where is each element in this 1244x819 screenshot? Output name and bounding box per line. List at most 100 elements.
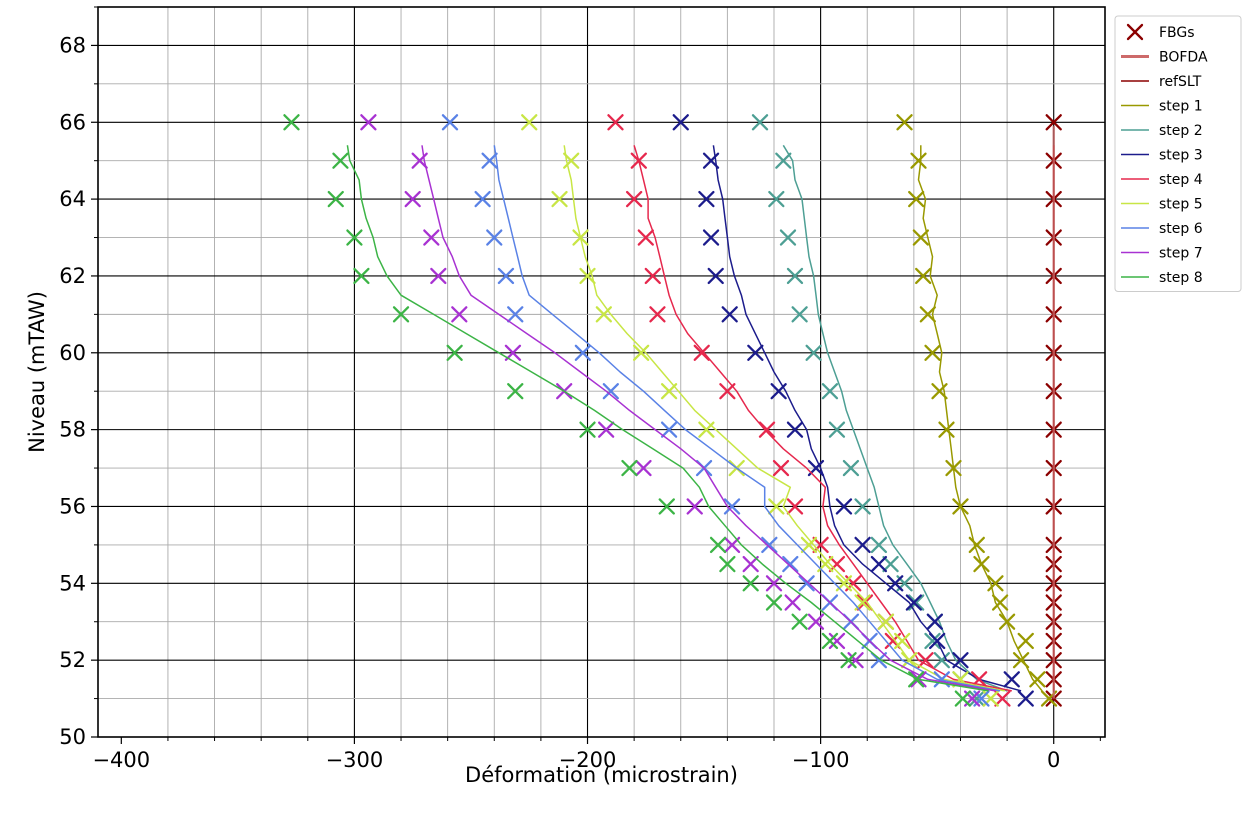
series-marker bbox=[742, 575, 759, 592]
series-marker bbox=[786, 421, 804, 438]
x-tick-label: −100 bbox=[792, 748, 850, 772]
series-marker bbox=[446, 344, 463, 361]
legend-label: step 2 bbox=[1159, 123, 1203, 139]
series-marker bbox=[952, 652, 969, 669]
legend: FBGs BOFDA refSLT step 1 step 2 step 3 step 4 s… bbox=[1114, 15, 1242, 292]
series-marker bbox=[719, 383, 736, 400]
series-marker bbox=[486, 229, 503, 246]
legend-item: refSLT bbox=[1121, 74, 1202, 90]
series-marker bbox=[721, 306, 738, 323]
series-marker bbox=[649, 306, 666, 323]
series-marker bbox=[660, 383, 678, 400]
series-marker bbox=[805, 344, 822, 361]
series-marker bbox=[563, 152, 580, 169]
series-marker bbox=[360, 114, 377, 131]
series-marker bbox=[761, 536, 778, 554]
series-marker bbox=[894, 632, 911, 650]
axis-ticks: −400 −300 −200 −100 0 50 52 54 56 58 60 62 64 66 68 bbox=[59, 6, 1101, 772]
series-marker bbox=[970, 671, 988, 688]
series-marker bbox=[481, 152, 498, 169]
series-marker bbox=[938, 421, 955, 438]
series-step-8 bbox=[283, 114, 989, 707]
series-marker bbox=[698, 421, 715, 438]
series-marker bbox=[882, 555, 899, 573]
series-step-2 bbox=[751, 114, 1008, 707]
legend-box bbox=[1114, 15, 1242, 292]
series-marker bbox=[768, 190, 785, 208]
series-marker bbox=[945, 459, 962, 477]
series-step-4 bbox=[607, 114, 1012, 707]
series-line bbox=[346, 145, 989, 692]
series-line bbox=[917, 145, 1043, 692]
series-marker bbox=[821, 383, 839, 400]
series-marker bbox=[821, 632, 839, 650]
series-marker bbox=[952, 498, 969, 515]
series-marker bbox=[574, 344, 592, 361]
series-marker bbox=[507, 306, 524, 323]
series-marker bbox=[423, 229, 440, 246]
series-marker bbox=[917, 652, 934, 669]
series-marker bbox=[551, 190, 568, 208]
y-axis-label: Niveau (mTAW) bbox=[25, 291, 49, 453]
series-marker bbox=[660, 421, 678, 438]
series-marker bbox=[1045, 114, 1062, 131]
series-marker bbox=[497, 267, 515, 285]
series-marker bbox=[411, 152, 428, 169]
series-marker bbox=[775, 152, 792, 169]
series-marker bbox=[908, 594, 925, 611]
legend-swatch-marker bbox=[1126, 23, 1144, 41]
series-marker bbox=[1017, 632, 1034, 650]
legend-item: step 1 bbox=[1121, 99, 1203, 115]
series-marker bbox=[772, 459, 790, 477]
series-marker bbox=[607, 114, 624, 131]
series-marker bbox=[768, 498, 785, 515]
series-marker bbox=[828, 421, 846, 438]
series-marker bbox=[973, 555, 990, 573]
series-line bbox=[563, 145, 1005, 692]
series-marker bbox=[798, 575, 815, 592]
series-marker bbox=[598, 421, 615, 438]
series-marker bbox=[765, 594, 783, 611]
series-marker bbox=[784, 594, 801, 611]
x-tick-label: −200 bbox=[559, 748, 617, 772]
series-marker bbox=[800, 536, 818, 554]
series-marker bbox=[1003, 671, 1020, 688]
legend-label: step 1 bbox=[1159, 99, 1203, 115]
series-marker bbox=[908, 190, 925, 208]
series-marker bbox=[842, 459, 860, 477]
series-marker bbox=[931, 383, 948, 400]
series-marker bbox=[908, 671, 925, 688]
series-marker bbox=[912, 229, 929, 246]
series-marker bbox=[751, 114, 769, 131]
series-marker bbox=[621, 459, 638, 477]
series-marker bbox=[924, 344, 941, 361]
series-marker bbox=[915, 267, 932, 285]
series-marker bbox=[474, 190, 491, 208]
series-marker bbox=[723, 498, 741, 515]
series-marker bbox=[968, 690, 985, 707]
series-marker bbox=[870, 555, 888, 573]
legend-label: step 3 bbox=[1159, 148, 1203, 164]
series-marker bbox=[672, 114, 689, 131]
series-marker bbox=[625, 190, 643, 208]
series-marker bbox=[968, 536, 985, 554]
series-marker bbox=[933, 652, 950, 669]
series-marker bbox=[887, 575, 904, 592]
series-marker bbox=[870, 652, 888, 669]
series-marker bbox=[926, 613, 943, 630]
series-marker bbox=[870, 536, 888, 554]
series-marker bbox=[828, 632, 846, 650]
legend-item: step 3 bbox=[1121, 148, 1203, 164]
series-marker bbox=[283, 114, 300, 131]
legend-item: step 7 bbox=[1121, 246, 1203, 262]
series-marker bbox=[579, 267, 596, 285]
series-marker bbox=[698, 190, 715, 208]
legend-item: FBGs bbox=[1126, 23, 1195, 41]
legend-item: step 2 bbox=[1121, 123, 1203, 139]
series-marker bbox=[630, 152, 647, 169]
series-marker bbox=[812, 536, 829, 554]
series-marker bbox=[658, 498, 675, 515]
series-marker bbox=[765, 575, 783, 592]
series-marker bbox=[840, 652, 857, 669]
series-marker bbox=[770, 383, 787, 400]
